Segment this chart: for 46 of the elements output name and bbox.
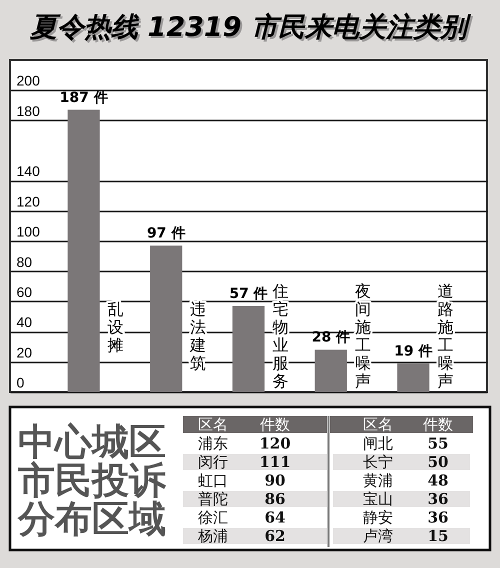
chart-title: 夏令热线 12319 市民来电关注类别 [29,12,472,43]
data-label: 62 [264,527,286,545]
category-label: 闵行 [198,453,228,471]
data-label: 28 件 [312,330,350,346]
category-label: 闸北 [363,434,393,452]
data-label: 50 [428,453,448,471]
text: 件数 [423,416,453,434]
data-label: 90 [264,472,286,490]
category-label: 普陀 [198,490,228,508]
data-label: 64 [264,508,286,526]
category-label: 静安 [363,508,393,526]
data-label: 97 件 [146,226,186,242]
category-label: 浦东 [198,434,228,452]
data-label: 120 [259,434,291,452]
y-tick-label: 120 [16,193,40,210]
category-label: 虹口 [198,472,228,490]
x-tick-label: 乱设摊 [108,300,124,354]
text: 中心城区市民投诉分布区域 [17,420,167,540]
data-label: 36 [428,490,448,508]
y-tick-label: 200 [16,72,40,89]
y-tick-label: 180 [16,102,40,119]
category-label: 徐汇 [198,508,228,526]
data-label: 36 [428,508,448,526]
data-label: 86 [264,490,286,508]
category-label: 杨浦 [197,527,228,545]
data-label: 19 件 [394,343,432,360]
y-tick-label: 80 [16,254,32,270]
data-label: 15 [428,527,448,545]
category-label: 宝山 [363,490,393,508]
data-label: 55 [428,434,448,452]
y-tick-label: 100 [16,224,40,240]
data-label: 187 件 [60,90,108,106]
category-label: 卢湾 [363,527,393,545]
text: 件数 [260,416,290,434]
y-tick-label: 40 [16,314,32,330]
text: 区名 [363,416,393,434]
data-label: 48 [428,472,448,490]
data-label: 57 件 [229,286,268,302]
text: 区名 [198,416,228,434]
category-label: 长宁 [363,453,393,471]
data-label: 111 [259,453,291,471]
y-tick-label: 140 [16,163,40,180]
y-tick-label: 60 [16,284,32,300]
y-tick-label: 0 [16,374,24,390]
y-tick-label: 20 [16,344,32,360]
category-label: 黄浦 [363,472,393,490]
